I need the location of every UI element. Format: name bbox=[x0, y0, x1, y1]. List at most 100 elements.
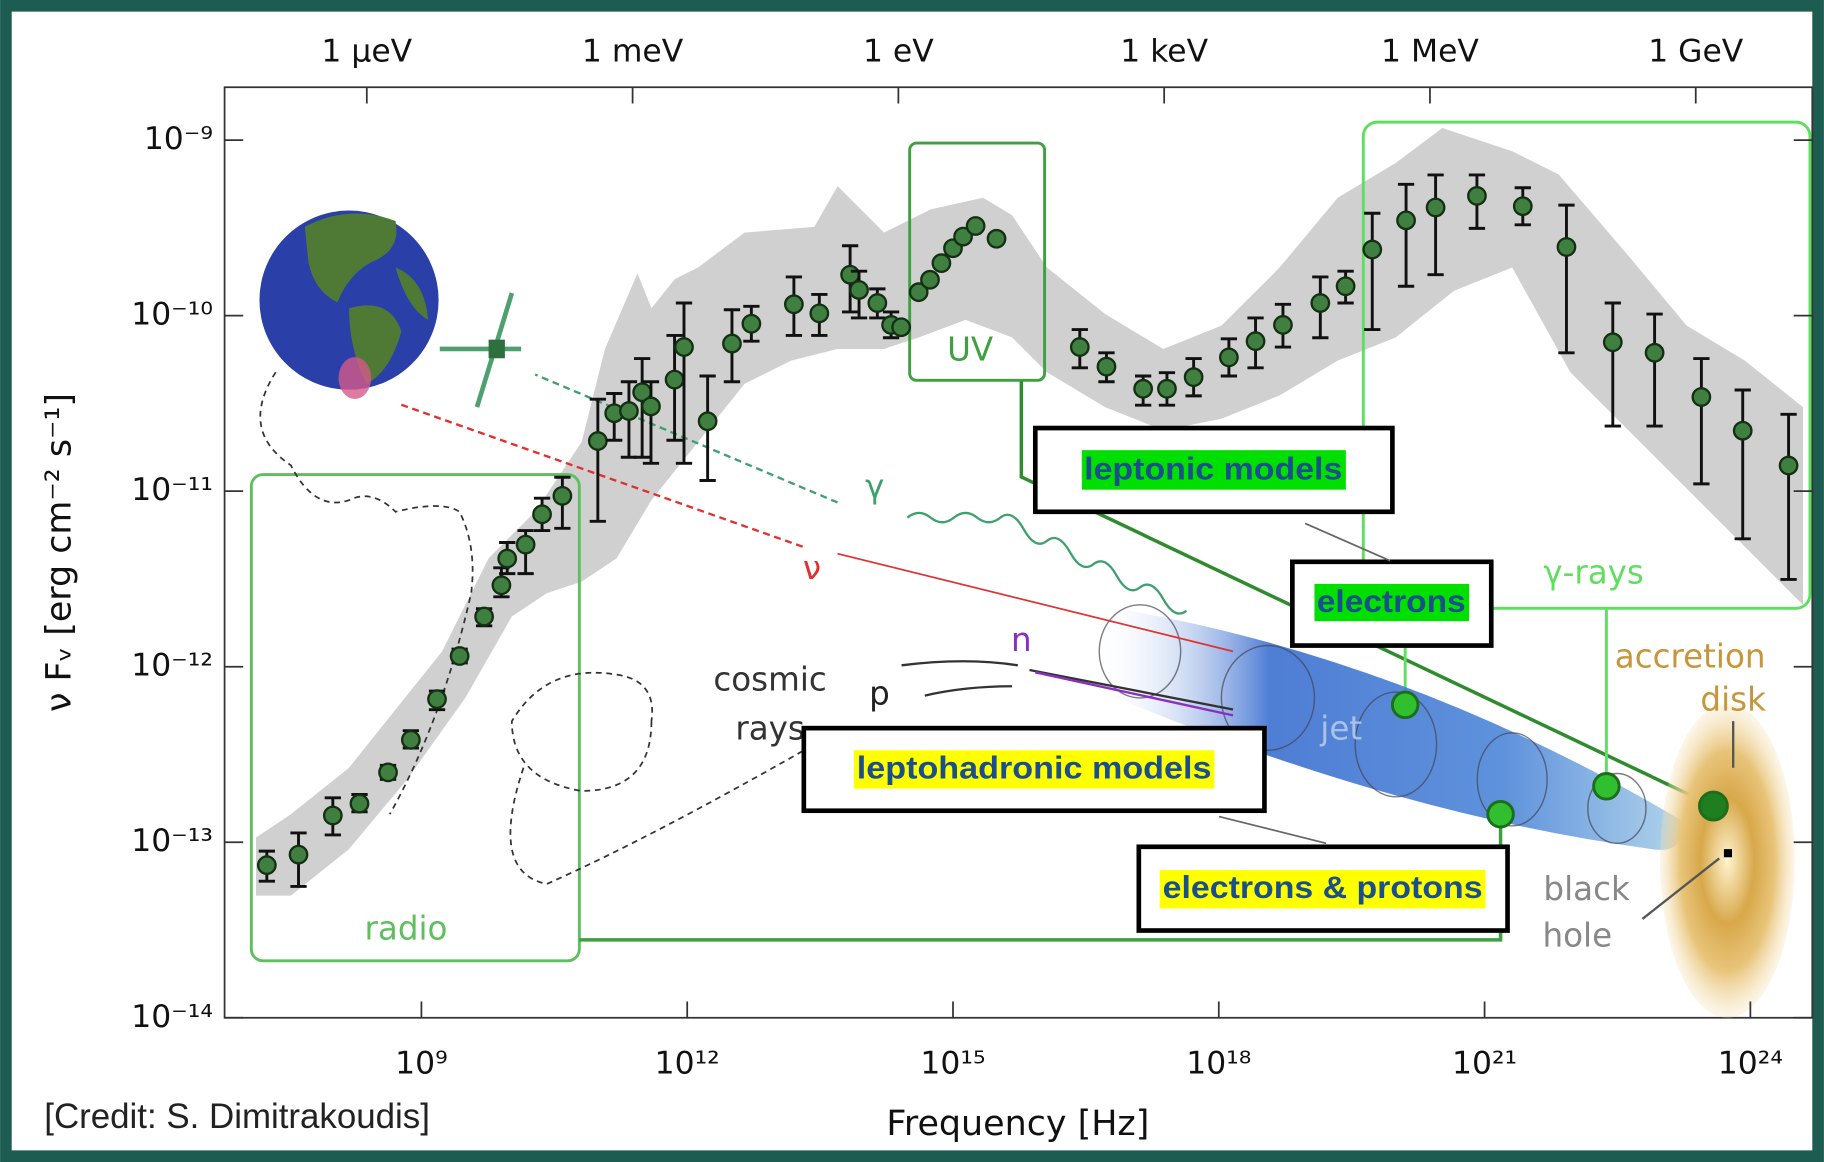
data-point bbox=[1183, 367, 1204, 388]
data-point bbox=[1644, 342, 1665, 363]
data-point bbox=[1732, 420, 1753, 441]
data-point bbox=[908, 282, 929, 303]
y-axis-label: ν Fᵥ [erg cm⁻² s⁻¹] bbox=[40, 393, 80, 712]
annotation: accretion bbox=[1615, 637, 1766, 675]
data-point bbox=[953, 226, 973, 247]
gamma-box bbox=[1361, 120, 1812, 610]
x-tick-label: 10²¹ bbox=[1452, 1045, 1517, 1081]
gamma-path bbox=[534, 373, 839, 504]
data-point bbox=[497, 548, 518, 569]
particle-path bbox=[901, 660, 1234, 711]
data-point bbox=[1362, 239, 1383, 260]
data-point bbox=[867, 293, 888, 313]
y-tick-label: 10⁻¹² bbox=[131, 648, 213, 684]
data-point bbox=[931, 253, 952, 274]
data-point bbox=[697, 411, 718, 432]
annotation: γ bbox=[865, 468, 884, 506]
y-tick-label: 10⁻⁹ bbox=[144, 121, 213, 157]
earth-spot bbox=[338, 357, 372, 399]
data-point bbox=[1512, 196, 1533, 217]
data-point bbox=[619, 401, 639, 421]
annotation: electrons & protons bbox=[1163, 870, 1483, 905]
annotation: n bbox=[1011, 621, 1032, 659]
x-tick-label: 10¹² bbox=[655, 1045, 720, 1081]
data-point bbox=[641, 396, 661, 417]
satellite bbox=[488, 339, 505, 359]
data-point bbox=[674, 337, 694, 357]
x2-tick-label: 1 GeV bbox=[1648, 33, 1744, 69]
data-point bbox=[920, 269, 940, 290]
data-point bbox=[288, 844, 309, 865]
annotation: electrons bbox=[1317, 584, 1466, 619]
credit: [Credit: S. Dimitrakoudis] bbox=[44, 1097, 430, 1136]
highlight bbox=[1081, 450, 1346, 490]
data-point bbox=[491, 575, 512, 596]
data-point bbox=[449, 646, 470, 666]
annotation: rays bbox=[735, 709, 805, 747]
data-point bbox=[741, 313, 762, 334]
data-point bbox=[1335, 276, 1356, 297]
data-point bbox=[532, 504, 552, 525]
annotation: p bbox=[869, 675, 890, 713]
y-tick-label: 10⁻¹³ bbox=[131, 823, 213, 859]
x-axis-label: Frequency [Hz] bbox=[886, 1104, 1149, 1144]
x2-tick-label: 1 meV bbox=[582, 33, 684, 69]
data-point bbox=[1425, 197, 1446, 218]
annotation: leptohadronic models bbox=[857, 750, 1212, 785]
data-point bbox=[400, 729, 421, 750]
annotation: ν bbox=[803, 549, 821, 587]
data-point bbox=[1069, 337, 1090, 357]
highlight bbox=[1159, 870, 1486, 909]
black-hole bbox=[1723, 849, 1733, 858]
data-point bbox=[891, 317, 912, 338]
data-point bbox=[965, 216, 986, 236]
dashed-path bbox=[509, 671, 815, 885]
data-point bbox=[722, 333, 742, 354]
data-point bbox=[1467, 185, 1487, 206]
neutrino-path bbox=[400, 403, 804, 548]
data-point bbox=[515, 534, 536, 555]
x2-tick-label: 1 eV bbox=[863, 33, 934, 69]
pointer bbox=[1218, 522, 1391, 845]
highlight bbox=[1314, 583, 1470, 622]
connector bbox=[1019, 381, 1715, 808]
data-point bbox=[1556, 237, 1577, 257]
annotation: radio bbox=[365, 910, 448, 948]
data-point bbox=[1396, 210, 1416, 231]
data-point bbox=[587, 431, 608, 451]
x-tick-label: 10¹⁵ bbox=[920, 1045, 985, 1081]
data-point bbox=[1245, 331, 1266, 352]
data-point bbox=[1273, 315, 1293, 335]
data-point bbox=[378, 762, 398, 783]
annotation: jet bbox=[1319, 709, 1362, 747]
data-point bbox=[552, 485, 573, 506]
accretion-disk bbox=[1659, 703, 1795, 1018]
annotation: UV bbox=[947, 330, 993, 368]
x-tick-label: 10⁹ bbox=[395, 1045, 448, 1081]
plot-frame bbox=[223, 86, 1814, 1019]
jet bbox=[1093, 604, 1682, 850]
model-band bbox=[255, 127, 1803, 896]
y-tick-label: 10⁻¹⁴ bbox=[131, 999, 213, 1035]
data-point bbox=[256, 855, 277, 876]
x2-tick-label: 1 keV bbox=[1120, 33, 1208, 69]
x-tick-label: 10¹⁸ bbox=[1186, 1045, 1251, 1081]
data-point bbox=[1310, 293, 1331, 313]
annotation: hole bbox=[1543, 917, 1613, 955]
jet-spirals bbox=[1098, 604, 1647, 844]
data-point bbox=[427, 689, 447, 710]
data-point bbox=[349, 793, 370, 814]
data-point bbox=[664, 369, 685, 390]
jet-dots bbox=[1390, 690, 1729, 829]
data-point bbox=[1218, 347, 1239, 368]
particle-path bbox=[1035, 671, 1234, 717]
data-point bbox=[849, 280, 869, 300]
uv-box bbox=[908, 141, 1047, 382]
y-tick-label: 10⁻¹¹ bbox=[131, 472, 213, 508]
data-point bbox=[1602, 332, 1623, 353]
data-point bbox=[1778, 455, 1799, 476]
highlight bbox=[853, 750, 1215, 789]
radio-box bbox=[249, 473, 581, 963]
gamma-wave bbox=[906, 511, 1188, 615]
